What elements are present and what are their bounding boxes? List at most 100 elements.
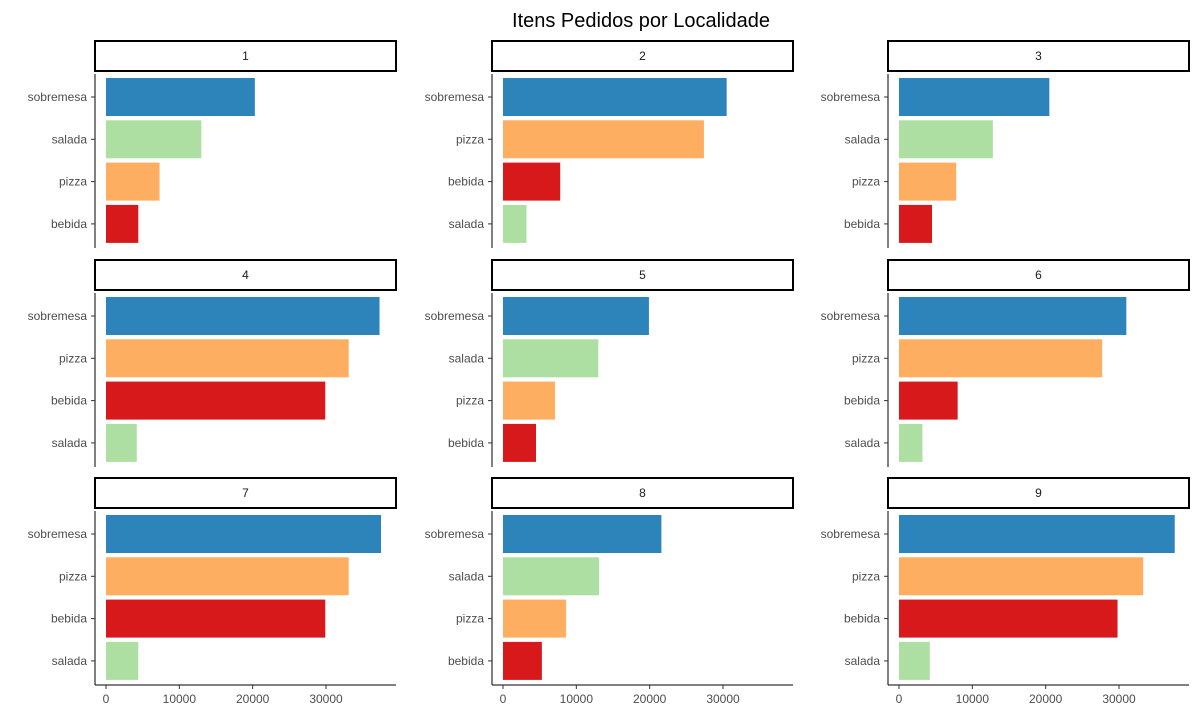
facet-panel: 6 sobremesa pizza bebida salada [821,259,1190,467]
x-tick-label: 0 [500,692,507,706]
bar-sobremesa [899,297,1127,335]
y-tick-label: sobremesa [821,527,881,541]
y-tick-label: salada [52,436,88,450]
x-tick-label: 20000 [1029,692,1063,706]
bar-salada [106,120,202,159]
facet-strip-label: 7 [242,486,249,500]
bar-sobremesa [899,515,1175,553]
facet-panel: 1 sobremesa salada pizza bebida [28,40,397,248]
x-tick-label: 20000 [633,692,667,706]
facet-panel: 9 sobremesa pizza bebida salada 0 10000 20000 30… [821,477,1190,706]
y-tick-label: bebida [51,217,87,231]
facet-strip [887,259,1190,291]
bar-pizza [899,557,1144,596]
x-tick-label: 0 [103,692,110,706]
facet-strip [491,477,794,509]
bar-pizza [503,599,567,638]
facet-strip-label: 5 [639,268,646,282]
facet-strip-label: 3 [1035,49,1042,63]
bar-salada [503,557,600,596]
bar-sobremesa [503,297,649,335]
bar-bebida [106,204,139,243]
bar-bebida [503,162,561,201]
facet-panel: 7 sobremesa pizza bebida salada 0 10000 20000 30… [28,477,397,706]
facet-strip-label: 6 [1035,268,1042,282]
x-tick-label: 0 [896,692,903,706]
facet-strip-label: 4 [242,268,249,282]
y-tick-label: sobremesa [425,90,485,104]
chart-title: Itens Pedidos por Localidade [512,10,770,32]
facet-strip-label: 2 [639,49,646,63]
bar-sobremesa [503,78,727,116]
bar-salada [899,423,923,462]
x-tick-label: 10000 [560,692,594,706]
bar-sobremesa [106,78,255,116]
facet-strip-label: 9 [1035,486,1042,500]
bar-salada [899,120,993,159]
bar-bebida [899,381,958,420]
facet-strip [94,477,397,509]
bar-bebida [106,381,326,420]
y-tick-label: pizza [59,175,87,189]
x-tick-label: 30000 [1102,692,1136,706]
y-tick-label: bebida [51,394,87,408]
facet-strip-label: 1 [242,49,249,63]
bar-salada [503,339,599,378]
bar-bebida [503,641,542,680]
x-tick-label: 10000 [956,692,990,706]
y-tick-label: salada [449,351,485,365]
facet-panel: 2 sobremesa pizza bebida salada [425,40,794,248]
y-tick-label: pizza [852,175,880,189]
bar-pizza [106,557,349,596]
bar-salada [106,423,137,462]
y-tick-label: sobremesa [425,309,485,323]
facet-panel: 3 sobremesa salada pizza bebida [821,40,1190,248]
bar-bebida [106,599,326,638]
facet-strip [491,40,794,72]
y-tick-label: pizza [456,132,484,146]
bar-pizza [503,381,556,420]
facet-panels: 1 sobremesa salada pizza bebida 2 sobremesa piz… [28,40,1190,706]
bar-salada [503,204,527,243]
x-tick-label: 30000 [309,692,343,706]
y-tick-label: salada [449,217,485,231]
y-tick-label: salada [845,436,881,450]
bar-sobremesa [106,297,380,335]
y-tick-label: pizza [59,351,87,365]
y-tick-label: sobremesa [28,309,88,323]
y-tick-label: pizza [456,394,484,408]
bar-sobremesa [503,515,662,553]
facet-strip [94,40,397,72]
facet-panel: 5 sobremesa salada pizza bebida [425,259,794,467]
bar-pizza [899,162,957,201]
y-tick-label: pizza [852,569,880,583]
y-tick-label: bebida [844,394,880,408]
y-tick-label: pizza [852,351,880,365]
x-tick-label: 20000 [236,692,270,706]
y-tick-label: sobremesa [821,90,881,104]
bar-salada [899,641,930,680]
y-tick-label: salada [845,132,881,146]
y-tick-label: sobremesa [28,90,88,104]
bar-sobremesa [899,78,1050,116]
y-tick-label: pizza [456,612,484,626]
y-tick-label: pizza [59,569,87,583]
bar-pizza [106,162,160,201]
bar-bebida [899,204,932,243]
x-tick-label: 30000 [706,692,740,706]
bar-pizza [899,339,1103,378]
y-tick-label: bebida [844,612,880,626]
bar-bebida [503,423,536,462]
y-tick-label: bebida [844,217,880,231]
facet-strip [887,40,1190,72]
y-tick-label: bebida [448,654,484,668]
y-tick-label: salada [52,654,88,668]
y-tick-label: sobremesa [28,527,88,541]
facet-strip-label: 8 [639,486,646,500]
bar-bebida [899,599,1118,638]
y-tick-label: salada [52,132,88,146]
y-tick-label: salada [845,654,881,668]
facet-panel: 8 sobremesa salada pizza bebida 0 10000 20000 30… [425,477,794,706]
bar-pizza [503,120,704,159]
